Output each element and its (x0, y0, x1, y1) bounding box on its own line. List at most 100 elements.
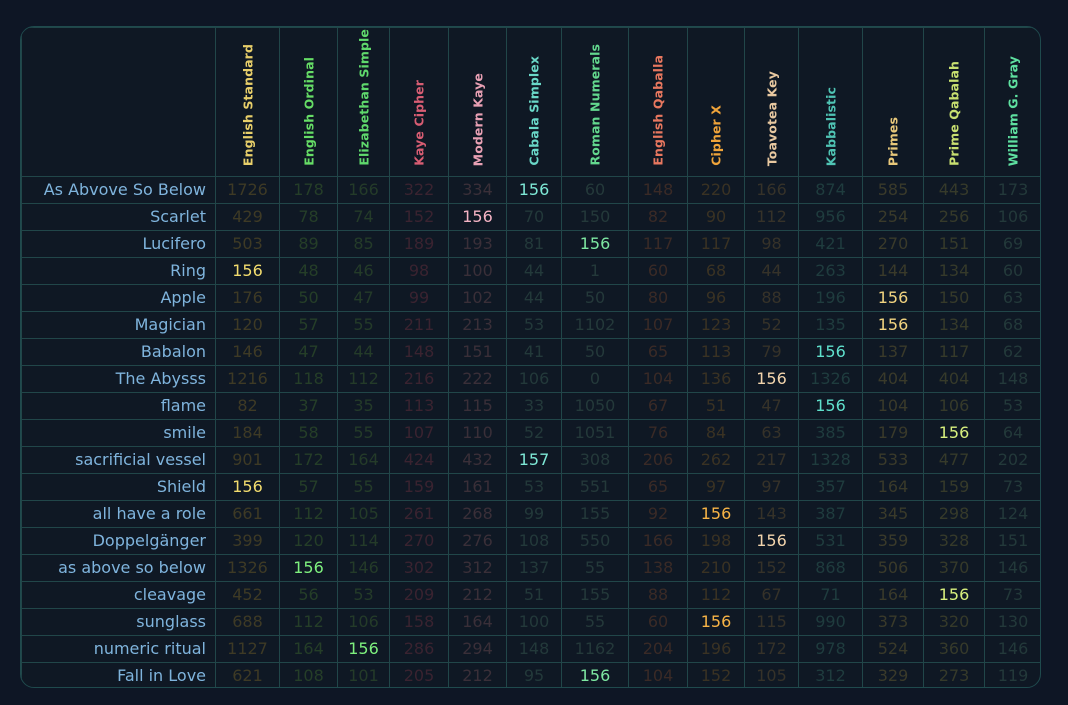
value-cell[interactable]: 151 (984, 527, 1040, 555)
value-cell[interactable]: 60 (561, 176, 629, 204)
value-cell[interactable]: 345 (862, 500, 924, 528)
highlighted-value-cell[interactable]: 156 (744, 527, 799, 555)
value-cell[interactable]: 55 (561, 554, 629, 582)
value-cell[interactable]: 443 (923, 176, 985, 204)
value-cell[interactable]: 99 (389, 284, 449, 312)
value-cell[interactable]: 477 (923, 446, 985, 474)
value-cell[interactable]: 112 (687, 581, 745, 609)
value-cell[interactable]: 551 (561, 473, 629, 501)
value-cell[interactable]: 55 (337, 419, 390, 447)
value-cell[interactable]: 294 (448, 635, 507, 663)
value-cell[interactable]: 359 (862, 527, 924, 555)
value-cell[interactable]: 334 (448, 176, 507, 204)
highlighted-value-cell[interactable]: 156 (506, 176, 562, 204)
value-cell[interactable]: 53 (984, 392, 1040, 420)
value-cell[interactable]: 84 (687, 419, 745, 447)
value-cell[interactable]: 92 (628, 500, 688, 528)
value-cell[interactable]: 978 (798, 635, 863, 663)
value-cell[interactable]: 62 (984, 338, 1040, 366)
value-cell[interactable]: 120 (215, 311, 280, 339)
value-cell[interactable]: 1726 (215, 176, 280, 204)
value-cell[interactable]: 164 (448, 608, 507, 636)
value-cell[interactable]: 146 (984, 635, 1040, 663)
highlighted-value-cell[interactable]: 156 (215, 257, 280, 285)
value-cell[interactable]: 146 (984, 554, 1040, 582)
column-header[interactable]: Kaye Cipher (389, 27, 449, 177)
value-cell[interactable]: 204 (628, 635, 688, 663)
value-cell[interactable]: 216 (389, 365, 449, 393)
value-cell[interactable]: 107 (628, 311, 688, 339)
value-cell[interactable]: 155 (561, 581, 629, 609)
value-cell[interactable]: 432 (448, 446, 507, 474)
value-cell[interactable]: 115 (744, 608, 799, 636)
value-cell[interactable]: 164 (862, 581, 924, 609)
column-header[interactable]: Elizabethan Simple (337, 27, 390, 177)
value-cell[interactable]: 105 (337, 500, 390, 528)
value-cell[interactable]: 901 (215, 446, 280, 474)
value-cell[interactable]: 44 (506, 284, 562, 312)
value-cell[interactable]: 152 (687, 662, 745, 687)
value-cell[interactable]: 193 (448, 230, 507, 258)
value-cell[interactable]: 99 (506, 500, 562, 528)
value-cell[interactable]: 222 (448, 365, 507, 393)
value-cell[interactable]: 1216 (215, 365, 280, 393)
column-header[interactable]: William G. Gray (984, 27, 1040, 177)
value-cell[interactable]: 404 (923, 365, 985, 393)
value-cell[interactable]: 33 (506, 392, 562, 420)
value-cell[interactable]: 115 (448, 392, 507, 420)
value-cell[interactable]: 198 (687, 527, 745, 555)
value-cell[interactable]: 134 (923, 257, 985, 285)
value-cell[interactable]: 110 (448, 419, 507, 447)
value-cell[interactable]: 202 (984, 446, 1040, 474)
value-cell[interactable]: 136 (687, 365, 745, 393)
value-cell[interactable]: 179 (862, 419, 924, 447)
value-cell[interactable]: 55 (561, 608, 629, 636)
value-cell[interactable]: 47 (744, 392, 799, 420)
value-cell[interactable]: 119 (984, 662, 1040, 687)
value-cell[interactable]: 151 (448, 338, 507, 366)
value-cell[interactable]: 148 (628, 176, 688, 204)
value-cell[interactable]: 108 (279, 662, 338, 687)
value-cell[interactable]: 205 (389, 662, 449, 687)
value-cell[interactable]: 67 (628, 392, 688, 420)
value-cell[interactable]: 196 (687, 635, 745, 663)
value-cell[interactable]: 106 (337, 608, 390, 636)
value-cell[interactable]: 196 (798, 284, 863, 312)
value-cell[interactable]: 112 (279, 500, 338, 528)
value-cell[interactable]: 868 (798, 554, 863, 582)
value-cell[interactable]: 67 (744, 581, 799, 609)
value-cell[interactable]: 370 (923, 554, 985, 582)
column-header[interactable]: Prime Qabalah (923, 27, 985, 177)
value-cell[interactable]: 550 (561, 527, 629, 555)
value-cell[interactable]: 56 (279, 581, 338, 609)
value-cell[interactable]: 254 (862, 203, 924, 231)
value-cell[interactable]: 106 (506, 365, 562, 393)
value-cell[interactable]: 1102 (561, 311, 629, 339)
value-cell[interactable]: 151 (923, 230, 985, 258)
value-cell[interactable]: 166 (628, 527, 688, 555)
value-cell[interactable]: 106 (923, 392, 985, 420)
value-cell[interactable]: 166 (337, 176, 390, 204)
value-cell[interactable]: 270 (862, 230, 924, 258)
value-cell[interactable]: 320 (923, 608, 985, 636)
value-cell[interactable]: 107 (389, 419, 449, 447)
value-cell[interactable]: 1328 (798, 446, 863, 474)
value-cell[interactable]: 137 (862, 338, 924, 366)
value-cell[interactable]: 211 (389, 311, 449, 339)
value-cell[interactable]: 424 (389, 446, 449, 474)
value-cell[interactable]: 256 (923, 203, 985, 231)
highlighted-value-cell[interactable]: 156 (862, 284, 924, 312)
value-cell[interactable]: 101 (337, 662, 390, 687)
value-cell[interactable]: 89 (279, 230, 338, 258)
highlighted-value-cell[interactable]: 156 (862, 311, 924, 339)
value-cell[interactable]: 41 (506, 338, 562, 366)
value-cell[interactable]: 105 (744, 662, 799, 687)
value-cell[interactable]: 117 (687, 230, 745, 258)
value-cell[interactable]: 100 (506, 608, 562, 636)
value-cell[interactable]: 262 (687, 446, 745, 474)
value-cell[interactable]: 585 (862, 176, 924, 204)
value-cell[interactable]: 44 (506, 257, 562, 285)
value-cell[interactable]: 71 (798, 581, 863, 609)
value-cell[interactable]: 79 (744, 338, 799, 366)
value-cell[interactable]: 176 (215, 284, 280, 312)
